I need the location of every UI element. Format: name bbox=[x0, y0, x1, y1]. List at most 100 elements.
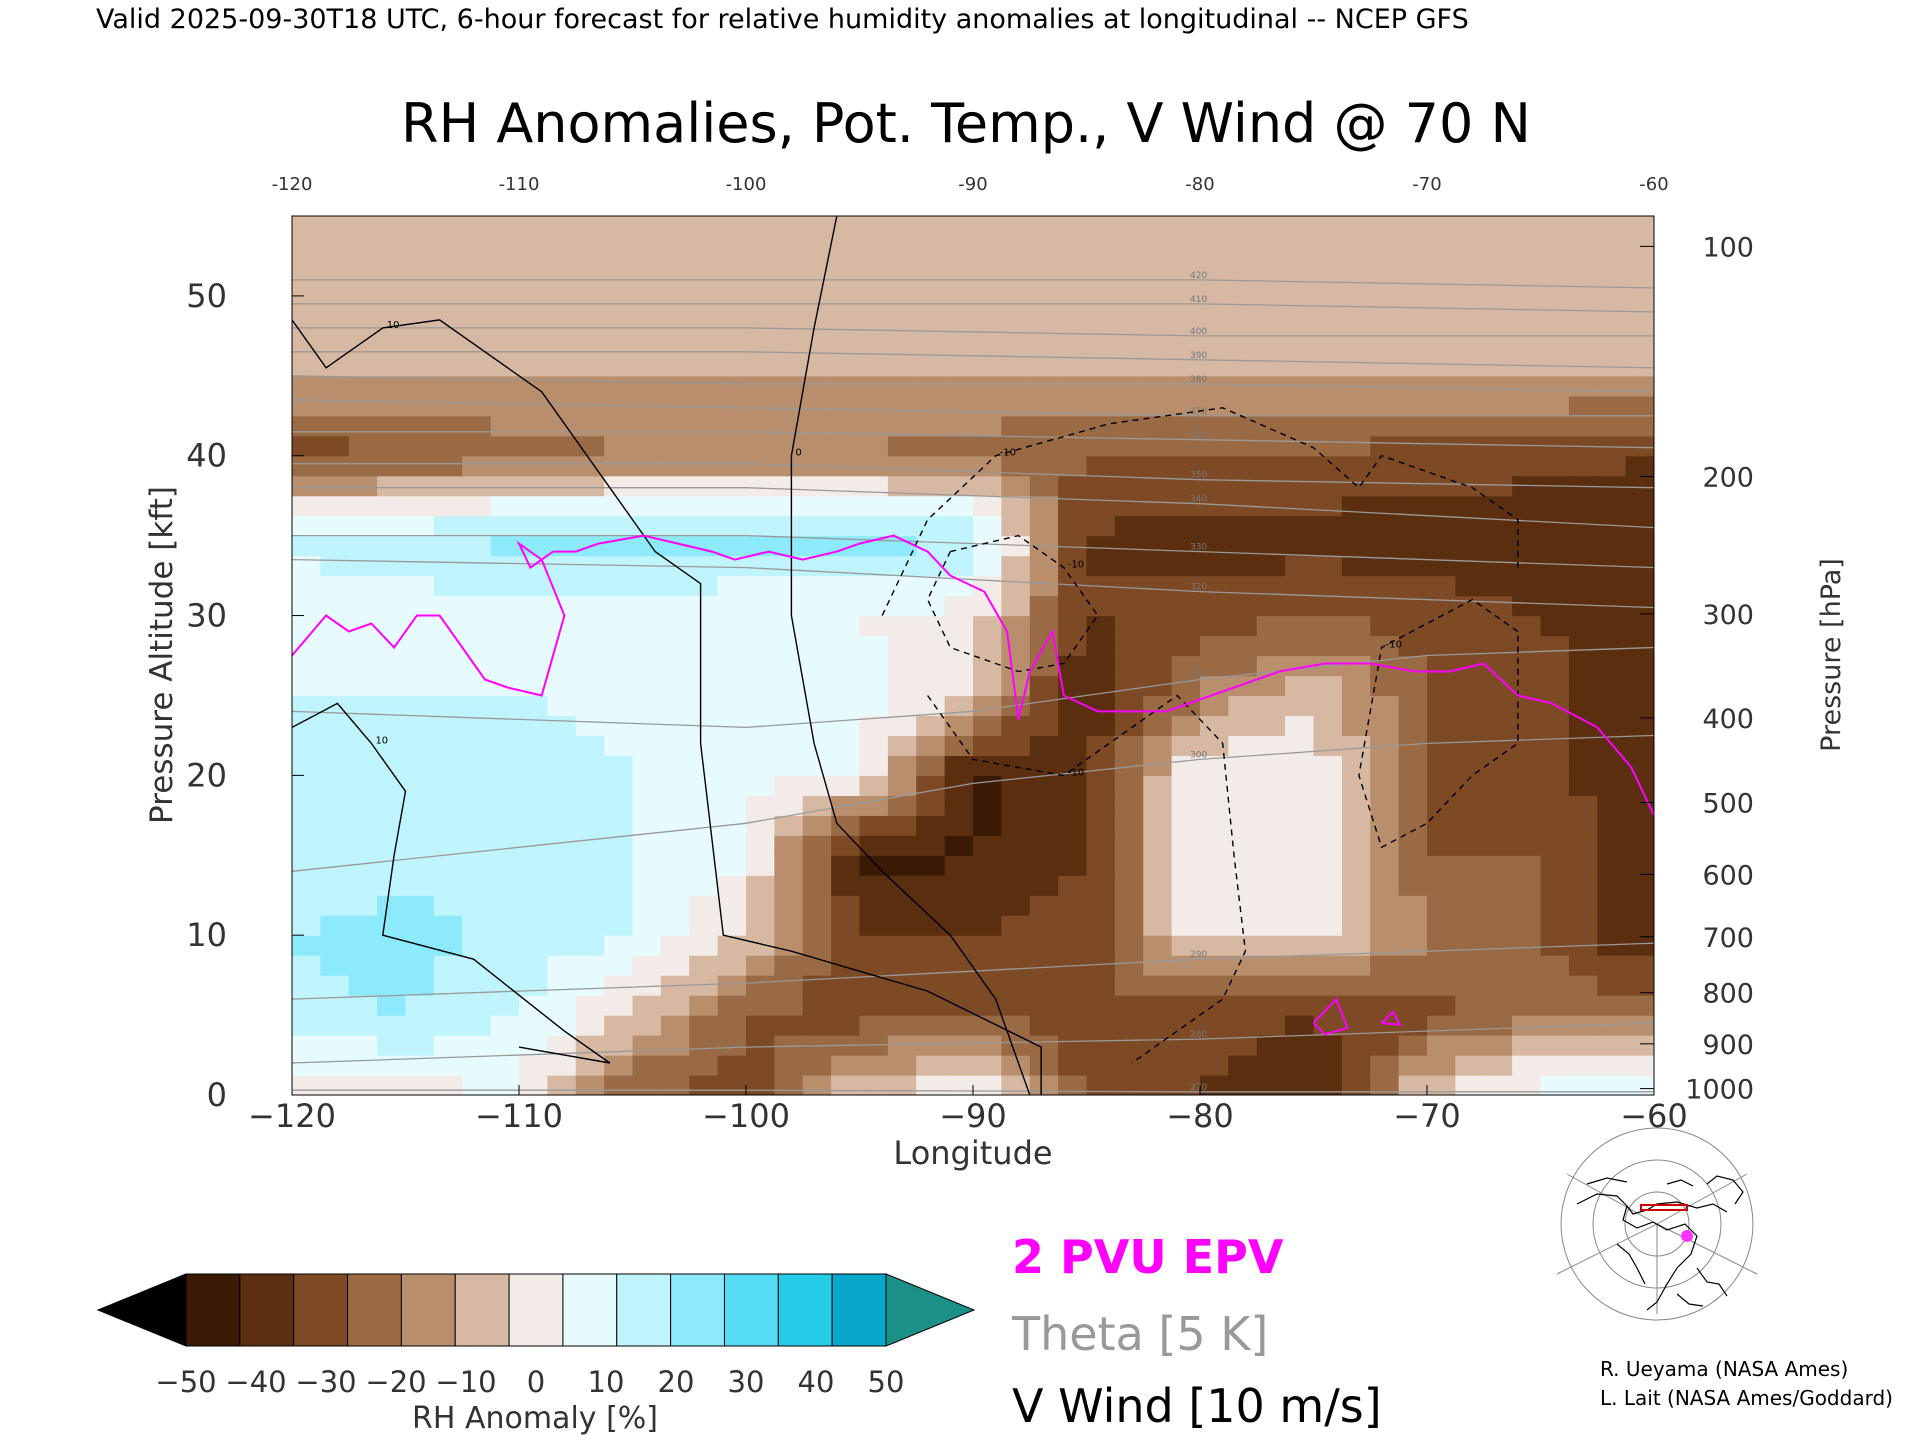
rh-cell bbox=[1086, 355, 1116, 377]
vwind-label: -10 bbox=[1000, 448, 1016, 459]
rh-cell bbox=[831, 515, 861, 537]
rh-cell bbox=[320, 375, 350, 397]
rh-cell bbox=[1058, 975, 1088, 996]
rh-cell bbox=[1086, 1035, 1116, 1056]
rh-cell bbox=[689, 795, 719, 816]
y-tick-label: 0 bbox=[207, 1076, 227, 1114]
pv2-small-contour bbox=[1312, 997, 1349, 1036]
rh-cell bbox=[519, 515, 548, 537]
rh-cell bbox=[632, 275, 662, 297]
rh-cell bbox=[944, 335, 974, 357]
rh-cell bbox=[944, 355, 974, 377]
rh-cell bbox=[944, 295, 974, 317]
rh-cell bbox=[1398, 395, 1428, 417]
rh-cell bbox=[405, 715, 435, 737]
rh-cell bbox=[519, 635, 548, 657]
rh-cell bbox=[689, 735, 719, 756]
rh-cell bbox=[490, 1015, 520, 1036]
rh-cell bbox=[1029, 955, 1059, 976]
rh-cell bbox=[1058, 395, 1088, 417]
rh-cell bbox=[887, 415, 917, 437]
rh-cell bbox=[746, 1075, 775, 1095]
rh-cell bbox=[1200, 216, 1229, 237]
rh-cell bbox=[831, 835, 861, 856]
rh-cell bbox=[1568, 795, 1598, 816]
rh-cell bbox=[831, 1075, 861, 1095]
rh-cell bbox=[1114, 515, 1144, 537]
rh-cell bbox=[1001, 675, 1031, 697]
rh-cell bbox=[831, 575, 861, 597]
rh-cell bbox=[490, 895, 520, 916]
rh-cell bbox=[1597, 1055, 1627, 1076]
rh-cell bbox=[973, 255, 1002, 277]
rh-cell bbox=[887, 635, 917, 657]
rh-cell bbox=[433, 235, 463, 257]
rh-cell bbox=[859, 375, 889, 397]
rh-cell bbox=[916, 216, 946, 237]
rh-cell bbox=[916, 735, 946, 756]
rh-cell bbox=[377, 495, 407, 517]
rh-cell bbox=[859, 275, 889, 297]
rh-cell bbox=[944, 875, 974, 896]
rh-cell bbox=[377, 915, 407, 936]
rh-cell bbox=[831, 255, 861, 277]
rh-cell bbox=[944, 675, 974, 697]
rh-cell bbox=[604, 435, 634, 457]
rh-cell bbox=[1341, 895, 1371, 916]
rh-cell bbox=[1597, 275, 1627, 297]
rh-cell bbox=[1200, 635, 1229, 657]
rh-cell bbox=[1256, 815, 1286, 836]
rh-cell bbox=[916, 635, 946, 657]
rh-cell bbox=[916, 915, 946, 936]
rh-cell bbox=[1029, 875, 1059, 896]
rh-cell bbox=[1058, 295, 1088, 317]
rh-cell bbox=[348, 895, 378, 916]
rh-cell bbox=[575, 255, 605, 277]
rh-cell bbox=[774, 855, 804, 876]
rh-cell bbox=[1086, 635, 1116, 657]
vwind-label: 10 bbox=[387, 320, 400, 331]
theta-label: 320 bbox=[1190, 583, 1207, 593]
rh-cell bbox=[1285, 995, 1315, 1016]
rh-cell bbox=[1285, 1075, 1315, 1095]
rh-cell bbox=[1228, 1035, 1258, 1056]
rh-cell bbox=[575, 1075, 605, 1095]
colorbar-tick-label: 30 bbox=[728, 1365, 765, 1399]
rh-cell bbox=[689, 615, 719, 637]
rh-cell bbox=[1540, 535, 1570, 557]
rh-cell bbox=[604, 635, 634, 657]
rh-cell bbox=[802, 315, 832, 337]
rh-cell bbox=[1171, 216, 1201, 237]
rh-cell bbox=[1313, 275, 1343, 297]
rh-cell bbox=[1568, 875, 1598, 896]
rh-cell bbox=[292, 1035, 321, 1056]
rh-cell bbox=[1427, 475, 1456, 497]
rh-cell bbox=[1427, 275, 1456, 297]
vwind-line bbox=[881, 407, 1519, 616]
rh-cell bbox=[746, 1055, 775, 1076]
rh-cell bbox=[1200, 395, 1229, 417]
rh-cell bbox=[1512, 675, 1542, 697]
rh-cell bbox=[632, 855, 662, 876]
rh-cell bbox=[547, 515, 577, 537]
rh-cell bbox=[859, 595, 889, 617]
rh-cell bbox=[660, 435, 690, 457]
rh-cell bbox=[1086, 915, 1116, 936]
rh-cell bbox=[1597, 575, 1627, 597]
rh-cell bbox=[831, 875, 861, 896]
rh-cell bbox=[1455, 255, 1485, 277]
rh-cell bbox=[1483, 955, 1513, 976]
rh-cell bbox=[831, 855, 861, 876]
rh-cell bbox=[1285, 555, 1315, 577]
rh-cell bbox=[916, 835, 946, 856]
rh-cell bbox=[1001, 335, 1031, 357]
rh-cell bbox=[916, 275, 946, 297]
rh-cell bbox=[1427, 455, 1456, 477]
rh-cell bbox=[1001, 1075, 1031, 1095]
rh-cell bbox=[1001, 575, 1031, 597]
rh-cell bbox=[1597, 535, 1627, 557]
rh-cell bbox=[944, 635, 974, 657]
rh-cell bbox=[1171, 995, 1201, 1016]
rh-cell bbox=[1483, 935, 1513, 956]
rh-cell bbox=[1114, 975, 1144, 996]
